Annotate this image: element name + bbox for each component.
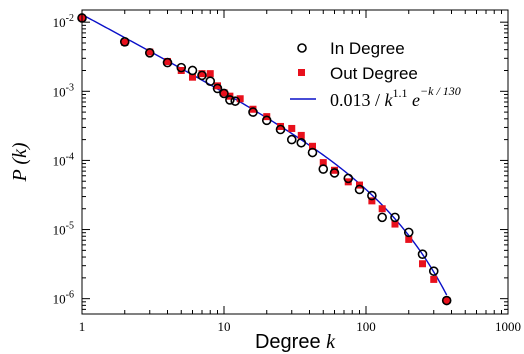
- in-degree-point: [205, 76, 216, 86]
- out-degree-point: [277, 122, 285, 130]
- out-degree-point: [430, 275, 438, 283]
- x-tick-labels: 1 10 100 1000: [79, 319, 521, 334]
- legend-in-degree-marker: [297, 43, 307, 53]
- out-degree-point: [206, 70, 214, 78]
- in-degree-point: [144, 48, 155, 58]
- in-degree-point: [119, 37, 130, 47]
- out-degree-point: [309, 142, 317, 150]
- legend-out-degree-label: Out Degree: [330, 64, 418, 83]
- out-degree-point: [405, 235, 413, 243]
- in-degree-point: [417, 249, 428, 259]
- in-degree-point: [377, 212, 387, 223]
- out-degree-point: [319, 159, 327, 167]
- in-degree-point: [197, 70, 207, 81]
- in-degree-point: [318, 164, 329, 174]
- out-degree-point: [368, 197, 376, 205]
- y-tick-label: 10-6: [53, 290, 74, 307]
- in-degree-point: [343, 173, 354, 184]
- y-axis-label: P (k): [9, 142, 31, 182]
- x-tick-label: 10: [218, 319, 231, 334]
- x-axis-label-text: Degree: [255, 331, 321, 353]
- out-degree-point: [443, 297, 451, 305]
- x-tick-label: 1: [79, 319, 86, 334]
- legend-fit-label: 0.013 / k1.1 e−k / 130: [330, 84, 461, 110]
- in-degree-point: [248, 107, 258, 117]
- in-degree-point: [219, 88, 229, 99]
- out-degree-point: [198, 70, 206, 78]
- in-degree-point: [307, 147, 318, 158]
- in-degree-point: [286, 134, 297, 145]
- in-degree-point: [162, 57, 173, 68]
- in-degree-point: [176, 62, 187, 73]
- in-degree-point: [354, 184, 365, 195]
- out-degree-point: [419, 260, 427, 268]
- out-degree-point: [330, 166, 338, 174]
- y-tick-label: 10-3: [53, 82, 74, 99]
- in-degree-point: [212, 83, 223, 94]
- axis-ticks: [81, 10, 508, 315]
- legend: In Degree Out Degree 0.013 / k1.1 e−k / …: [290, 39, 461, 110]
- data-points-layer: [77, 13, 452, 306]
- in-degree-point: [296, 137, 307, 148]
- x-tick-label: 100: [356, 319, 376, 334]
- out-degree-point: [391, 220, 399, 228]
- x-axis-label: Degree k: [255, 331, 336, 353]
- legend-fit-exp2: −k / 130: [420, 84, 461, 98]
- in-degree-point: [441, 295, 452, 306]
- in-degree-point: [230, 96, 241, 106]
- out-degree-point: [214, 82, 222, 90]
- out-degree-point: [177, 66, 185, 74]
- in-degree-point: [367, 190, 377, 201]
- out-degree-point: [288, 124, 296, 132]
- out-degree-point: [249, 105, 257, 113]
- in-degree-point: [390, 212, 400, 223]
- legend-fit-exp1: 1.1: [393, 86, 408, 100]
- in-degree-point: [275, 124, 286, 135]
- in-degree-point: [225, 95, 235, 105]
- x-axis-label-var: k: [326, 331, 336, 353]
- out-degree-point: [236, 95, 244, 103]
- legend-fit-coef: 0.013 /: [330, 90, 385, 110]
- in-degree-point: [261, 115, 272, 126]
- plot-frame: [81, 9, 509, 315]
- out-degree-point: [297, 131, 305, 139]
- y-tick-label: 10-2: [53, 13, 74, 30]
- out-degree-point: [378, 205, 386, 213]
- y-tick-label: 10-4: [53, 151, 74, 168]
- y-tick-labels: 10-6 10-5 10-4 10-3 10-2: [53, 13, 74, 306]
- in-degree-point: [329, 168, 340, 178]
- in-degree-point: [187, 65, 198, 76]
- y-tick-label: 10-5: [53, 221, 74, 238]
- x-tick-label: 1000: [495, 319, 521, 334]
- legend-fit-e: e: [412, 90, 420, 110]
- out-degree-point: [188, 73, 196, 81]
- in-degree-point: [428, 266, 439, 276]
- in-degree-point: [403, 227, 414, 238]
- out-degree-point: [220, 89, 228, 97]
- legend-out-degree-marker: [298, 69, 305, 76]
- legend-in-degree-label: In Degree: [330, 39, 405, 58]
- out-degree-point: [121, 38, 129, 46]
- out-degree-point: [146, 48, 154, 56]
- out-degree-point: [163, 57, 171, 65]
- legend-fit-k: k: [385, 90, 394, 110]
